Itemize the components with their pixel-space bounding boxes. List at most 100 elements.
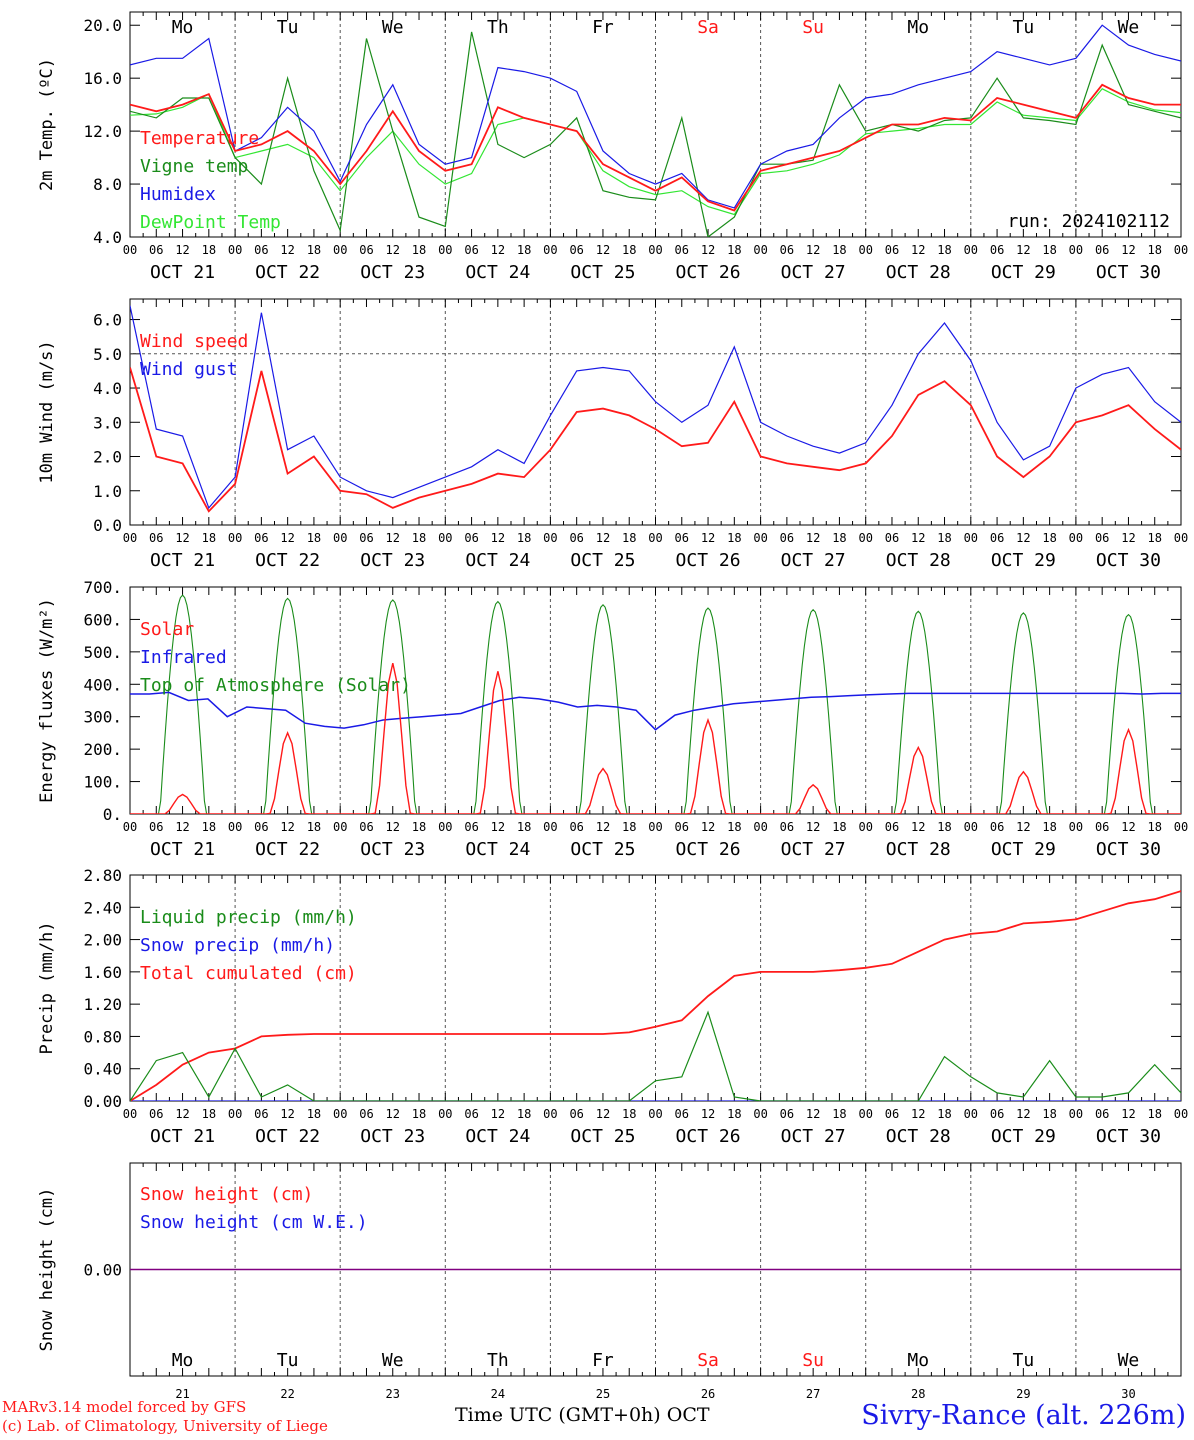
y-tick-label: 0. (103, 805, 122, 824)
hour-label: 06 (885, 243, 899, 257)
day-number: 30 (1121, 1387, 1135, 1401)
panel-3: 0. 100. 200. 300. 400. 500. 600. 700. Energy flu… (37, 578, 1188, 860)
hour-label: 06 (464, 1107, 478, 1121)
hour-label: 00 (753, 243, 767, 257)
hour-label: 00 (228, 1107, 242, 1121)
weekday-label: Mo (172, 17, 194, 38)
date-label: OCT 26 (676, 262, 741, 283)
date-label: OCT 24 (465, 550, 530, 571)
hour-label: 06 (569, 820, 583, 834)
y-tick-label: 16.0 (83, 69, 122, 88)
hour-label: 18 (937, 820, 951, 834)
hour-label: 06 (780, 1107, 794, 1121)
date-label: OCT 25 (570, 839, 635, 860)
hour-label: 06 (780, 531, 794, 545)
hour-label: 00 (543, 820, 557, 834)
weekday-label: Su (802, 17, 824, 38)
hour-label: 12 (911, 531, 925, 545)
hour-label: 18 (1147, 243, 1161, 257)
date-label: OCT 27 (781, 262, 846, 283)
hour-label: 06 (254, 1107, 268, 1121)
solar-line (970, 770, 1076, 814)
hour-label: 06 (885, 1107, 899, 1121)
legend-entry: Total cumulated (cm) (140, 963, 357, 984)
hour-label: 12 (911, 243, 925, 257)
series-layer (130, 305, 1181, 513)
day-number: 28 (911, 1387, 925, 1401)
weekday-label: We (1118, 17, 1140, 38)
date-label: OCT 24 (465, 262, 530, 283)
series-line-4 (130, 88, 1181, 216)
hour-label: 12 (175, 531, 189, 545)
hour-label: 00 (123, 820, 137, 834)
y-tick-label: 1.0 (93, 482, 122, 501)
hour-label: 12 (175, 243, 189, 257)
date-label: OCT 27 (781, 1126, 846, 1147)
hour-label: 06 (254, 531, 268, 545)
toa-solar-line (235, 597, 341, 814)
x-axis-label: Time UTC (GMT+0h) (455, 1404, 661, 1426)
y-tick-label: 0.80 (83, 1027, 122, 1046)
hour-label: 12 (1016, 1107, 1030, 1121)
hour-label: 00 (753, 531, 767, 545)
series-layer (130, 594, 1181, 814)
date-label: OCT 30 (1096, 839, 1161, 860)
y-tick-label: 0.00 (83, 1092, 122, 1111)
hour-label: 12 (280, 1107, 294, 1121)
panel-5: 0.00 Snow height (cm) Mo Tu We Th Fr Sa Su Mo Tu We… (37, 1162, 1182, 1401)
weekday-label: Sa (697, 17, 719, 38)
hour-label: 06 (359, 1107, 373, 1121)
hour-label: 00 (858, 531, 872, 545)
hour-label: 00 (858, 1107, 872, 1121)
legend-entry: Liquid precip (mm/h) (140, 907, 357, 928)
hour-label: 00 (753, 1107, 767, 1121)
date-label: OCT 30 (1096, 1126, 1161, 1147)
hour-label: 12 (491, 243, 505, 257)
date-label: OCT 29 (991, 1126, 1056, 1147)
hour-label: 12 (806, 243, 820, 257)
y-tick-label: 4.0 (93, 379, 122, 398)
hour-label: 18 (1042, 820, 1056, 834)
hour-label: 12 (1121, 820, 1135, 834)
y-tick-label: 1.60 (83, 963, 122, 982)
hour-label: 06 (1095, 243, 1109, 257)
toa-solar-line (760, 608, 866, 814)
y-tick-label: 8.0 (93, 175, 122, 194)
hour-label: 12 (491, 820, 505, 834)
hour-label: 12 (280, 531, 294, 545)
date-label: OCT 30 (1096, 262, 1161, 283)
day-number: 25 (596, 1387, 610, 1401)
hour-label: 18 (832, 243, 846, 257)
date-label: OCT 27 (781, 839, 846, 860)
y-tick-label: 5.0 (93, 345, 122, 364)
hour-label: 12 (596, 531, 610, 545)
weekday-label: We (382, 1350, 404, 1371)
hour-label: 00 (1174, 531, 1188, 545)
y-tick-label: 2.40 (83, 898, 122, 917)
hour-label: 06 (675, 243, 689, 257)
hour-label: 12 (1016, 243, 1030, 257)
hour-label: 00 (333, 531, 347, 545)
plot-frame (129, 11, 1182, 238)
hour-label: 06 (569, 531, 583, 545)
hour-label: 00 (648, 243, 662, 257)
toa-solar-line (445, 600, 551, 814)
date-label: OCT 21 (150, 1126, 215, 1147)
legend-entry: Snow height (cm W.E.) (140, 1212, 368, 1233)
y-tick-label: 0.40 (83, 1060, 122, 1079)
hour-label: 18 (1147, 531, 1161, 545)
date-label: OCT 29 (991, 550, 1056, 571)
legend-entry: Snow precip (mm/h) (140, 935, 335, 956)
hour-label: 12 (386, 531, 400, 545)
hour-label: 00 (964, 243, 978, 257)
hour-label: 00 (964, 1107, 978, 1121)
hour-label: 18 (1042, 531, 1056, 545)
hour-label: 00 (543, 243, 557, 257)
hour-label: 18 (202, 1107, 216, 1121)
hour-label: 00 (964, 820, 978, 834)
solar-line (235, 731, 341, 814)
date-label: OCT 28 (886, 550, 951, 571)
legend-entry: Temperature (140, 128, 259, 149)
toa-solar-line (655, 607, 761, 814)
hour-label: 06 (885, 531, 899, 545)
